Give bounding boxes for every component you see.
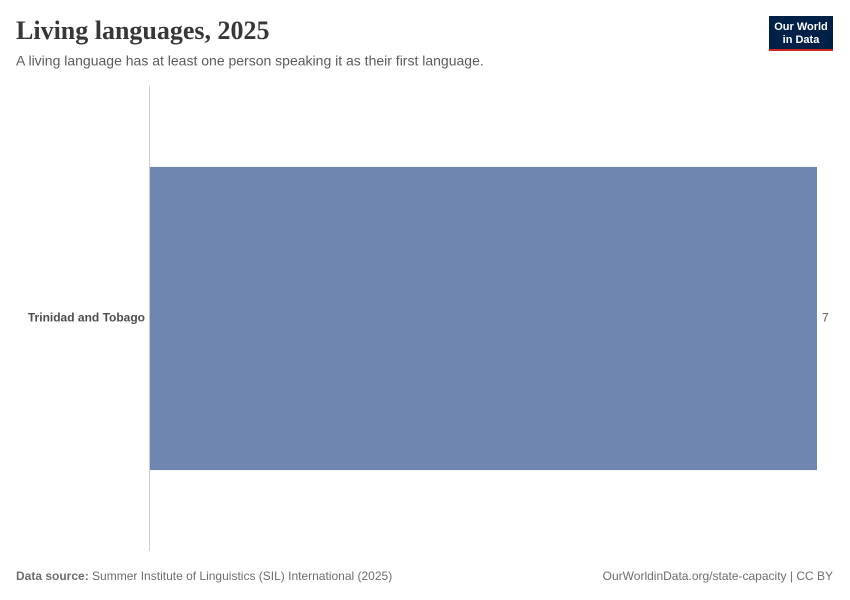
footer-url[interactable]: OurWorldinData.org/state-capacity | CC B… bbox=[603, 569, 833, 583]
logo-stripe bbox=[769, 49, 833, 51]
category-label: Trinidad and Tobago bbox=[28, 311, 145, 325]
bar bbox=[150, 166, 817, 471]
source-label: Data source: bbox=[16, 569, 89, 583]
chart-subtitle: A living language has at least one perso… bbox=[16, 53, 484, 69]
footer-source: Data source: Summer Institute of Linguis… bbox=[16, 569, 392, 583]
logo-text: Our World bbox=[774, 21, 828, 33]
logo-box bbox=[769, 16, 833, 51]
logo[interactable]: Our World in Data bbox=[769, 16, 833, 51]
source: Summer Institute of Linguistics (SIL) In… bbox=[92, 569, 392, 583]
logo-text: in Data bbox=[783, 34, 821, 46]
value-label: 7 bbox=[822, 311, 829, 325]
chart-title: Living languages, 2025 bbox=[16, 16, 270, 45]
